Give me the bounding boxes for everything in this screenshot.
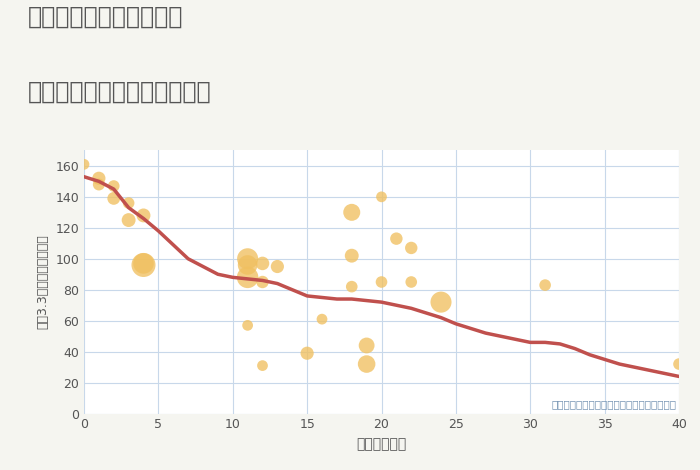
Point bbox=[257, 259, 268, 267]
Point bbox=[361, 342, 372, 349]
Point bbox=[406, 278, 417, 286]
Point bbox=[257, 278, 268, 286]
Point bbox=[138, 261, 149, 269]
Text: 愛知県豊田市西細田町の: 愛知県豊田市西細田町の bbox=[28, 5, 183, 29]
Point bbox=[346, 209, 357, 216]
Text: 築年数別中古マンション価格: 築年数別中古マンション価格 bbox=[28, 80, 211, 104]
Point bbox=[406, 244, 417, 252]
Point bbox=[242, 255, 253, 263]
Point bbox=[123, 216, 134, 224]
Point bbox=[138, 259, 149, 267]
Point bbox=[108, 182, 119, 190]
Point bbox=[346, 283, 357, 290]
Point bbox=[257, 362, 268, 369]
Point bbox=[361, 360, 372, 368]
Point bbox=[242, 261, 253, 269]
Point bbox=[376, 193, 387, 201]
Point bbox=[93, 180, 104, 188]
Point bbox=[391, 235, 402, 243]
Point bbox=[242, 321, 253, 329]
Point bbox=[376, 278, 387, 286]
Point bbox=[108, 195, 119, 202]
Point bbox=[93, 174, 104, 182]
Point bbox=[302, 350, 313, 357]
Point bbox=[123, 199, 134, 207]
Point bbox=[673, 360, 685, 368]
Point bbox=[138, 212, 149, 219]
Y-axis label: 坪（3.3㎡）単価（万円）: 坪（3.3㎡）単価（万円） bbox=[36, 235, 50, 329]
Point bbox=[316, 315, 328, 323]
Point bbox=[435, 298, 447, 306]
Point bbox=[78, 161, 90, 168]
Point bbox=[272, 263, 283, 270]
Text: 円の大きさは、取引のあった物件面積を示す: 円の大きさは、取引のあった物件面積を示す bbox=[551, 399, 676, 409]
Point bbox=[540, 282, 551, 289]
X-axis label: 築年数（年）: 築年数（年） bbox=[356, 437, 407, 451]
Point bbox=[346, 252, 357, 259]
Point bbox=[242, 274, 253, 281]
